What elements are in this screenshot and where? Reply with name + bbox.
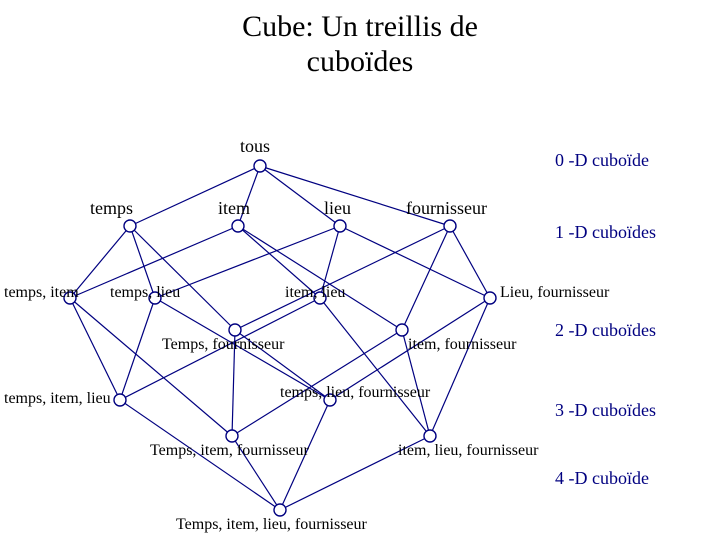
label-temps-lieu: temps, lieu (110, 284, 180, 302)
label-lieu-fournisseur: Lieu, fournisseur (500, 284, 609, 302)
edge (70, 298, 120, 400)
lattice-diagram (0, 0, 720, 540)
node-til (114, 394, 126, 406)
node-lf (484, 292, 496, 304)
edge (238, 226, 402, 330)
node-fourn (444, 220, 456, 232)
edge (70, 298, 232, 436)
label-temps-fournisseur: Temps, fournisseur (162, 336, 284, 354)
dim-3d: 3 -D cuboïdes (555, 400, 656, 421)
label-temps-item-lieu: temps, item, lieu (4, 390, 111, 408)
label-tous: tous (240, 136, 270, 157)
node-item (232, 220, 244, 232)
node-tf (229, 324, 241, 336)
node-temps (124, 220, 136, 232)
edge (320, 298, 430, 436)
node-lieu (334, 220, 346, 232)
edge (402, 226, 450, 330)
dim-4d: 4 -D cuboïde (555, 468, 649, 489)
label-all4: Temps, item, lieu, fournisseur (176, 516, 367, 534)
label-temps: temps (90, 198, 133, 219)
label-item-fournisseur: item, fournisseur (408, 336, 516, 354)
node-if_ (396, 324, 408, 336)
dim-1d: 1 -D cuboïdes (555, 222, 656, 243)
label-temps-item-fournisseur: Temps, item, fournisseur (150, 442, 309, 460)
node-tif (226, 430, 238, 442)
edge (450, 226, 490, 298)
label-item-lieu: item, lieu (285, 284, 345, 302)
edge (430, 298, 490, 436)
node-all4 (274, 504, 286, 516)
node-ilf (424, 430, 436, 442)
dim-0d: 0 -D cuboïde (555, 150, 649, 171)
label-item-lieu-fournisseur: item, lieu, fournisseur (398, 442, 538, 460)
label-temps-lieu-fournisseur: temps, lieu, fournisseur (280, 384, 430, 402)
label-lieu: lieu (324, 198, 351, 219)
label-fournisseur: fournisseur (406, 198, 487, 219)
label-temps-item: temps, item (4, 284, 79, 302)
label-item: item (218, 198, 250, 219)
node-tous (254, 160, 266, 172)
edge (235, 226, 450, 330)
edge (340, 226, 490, 298)
dim-2d: 2 -D cuboïdes (555, 320, 656, 341)
